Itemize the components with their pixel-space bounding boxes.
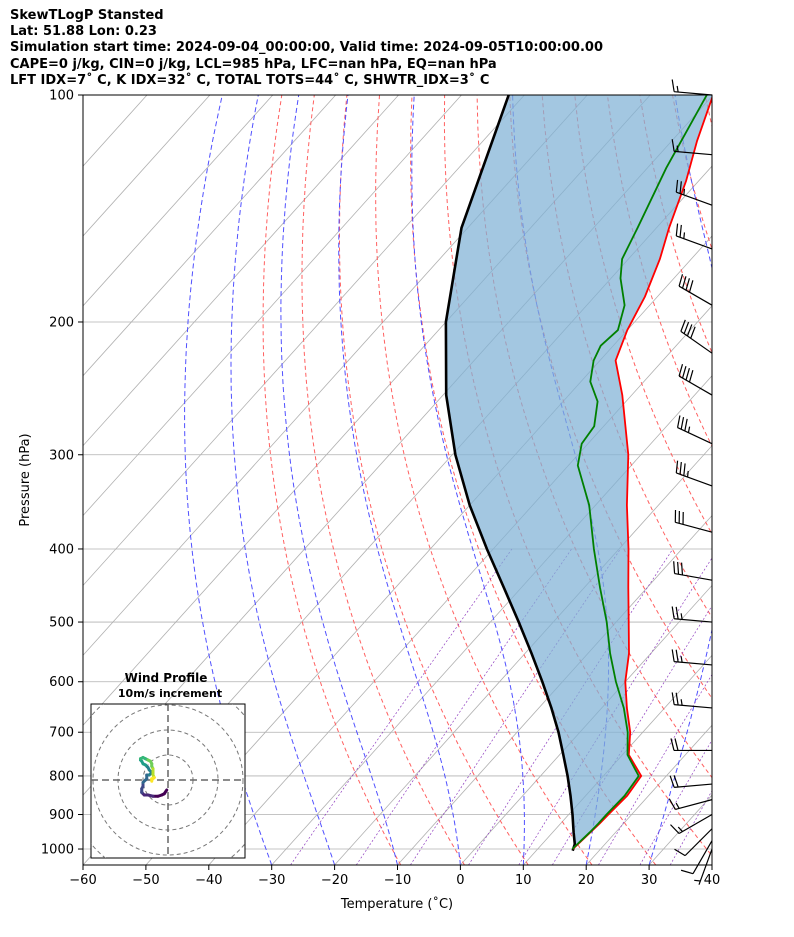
mixing-ratio-line [518, 557, 712, 865]
y-tick-label: 200 [49, 315, 74, 330]
wind-barb [670, 814, 713, 835]
dry-adiabat [410, 95, 657, 865]
y-axis-label: Pressure (hPa) [18, 433, 33, 526]
isotherm-line [83, 95, 462, 517]
isotherm-line [523, 654, 712, 865]
parcel-line [444, 95, 577, 852]
x-axis: −60 −50 −40 −30 −20 −10 0 10 20 30 40 [69, 865, 720, 888]
x-axis-label: Temperature (˚C) [340, 896, 453, 912]
wind-barb [671, 139, 713, 156]
isotherm-line [83, 95, 211, 237]
wind-barb [678, 274, 713, 306]
y-axis: 1000 900 800 700 600 500 400 300 200 100 [41, 89, 83, 858]
mixing-ratio-line [669, 790, 712, 865]
cape-cin-shading [445, 95, 712, 851]
wind-barb [680, 319, 713, 354]
wind-barb [675, 179, 713, 206]
wind-barb [675, 223, 713, 250]
dry-adiabat [770, 95, 794, 865]
y-tick-label: 400 [49, 542, 74, 557]
y-tick-label: 1000 [41, 843, 74, 858]
dry-adiabat [375, 95, 593, 865]
x-tick-label: 20 [578, 873, 595, 888]
isotherm-line [83, 95, 525, 587]
y-tick-label: 500 [49, 616, 74, 631]
dry-adiabat [262, 95, 402, 865]
x-tick-label: −40 [195, 873, 222, 888]
y-tick-label: 700 [49, 726, 74, 741]
wind-barb [675, 460, 713, 487]
wind-barb [671, 692, 713, 709]
moist-adiabat [775, 95, 794, 865]
hodograph-title: Wind Profile [125, 671, 208, 685]
moist-adiabat [230, 95, 336, 865]
y-tick-label: 300 [49, 448, 74, 463]
wind-barb [680, 840, 713, 875]
dry-adiabat [339, 95, 529, 865]
moist-adiabat [280, 95, 398, 865]
wind-barb [668, 798, 713, 811]
y-tick-label: 900 [49, 808, 74, 823]
isotherm-line [334, 445, 712, 865]
wind-barb [670, 738, 712, 752]
x-tick-label: 10 [515, 873, 532, 888]
moist-adiabat [338, 95, 461, 865]
dewpoint-line [571, 95, 708, 850]
moist-adiabat [184, 95, 273, 865]
y-tick-label: 600 [49, 675, 74, 690]
y-tick-label: 100 [49, 89, 74, 104]
title-location: Lat: 51.88 Lon: 0.23 [10, 24, 157, 40]
wind-barb [673, 561, 713, 581]
mixing-ratio-line [598, 673, 712, 865]
x-tick-label: −30 [258, 873, 285, 888]
isotherm-line [397, 514, 712, 865]
x-tick-label: −10 [384, 873, 411, 888]
isotherm-line [83, 95, 274, 307]
x-tick-label: −50 [132, 873, 159, 888]
wind-barb [676, 415, 713, 445]
dry-adiabat [738, 95, 794, 865]
temperature-line [572, 95, 712, 850]
dry-adiabat [704, 95, 712, 129]
isotherm-line [585, 724, 712, 865]
title-convective-params: CAPE=0 j/kg, CIN=0 j/kg, LCL=985 hPa, LF… [10, 56, 497, 72]
title-station: SkewTLogP Stansted [10, 8, 164, 23]
mixing-ratio-line [290, 548, 513, 865]
isotherm-line [83, 95, 399, 447]
moist-adiabat [711, 863, 712, 865]
title-block: SkewTLogP Stansted Lat: 51.88 Lon: 0.23 … [10, 8, 603, 89]
wind-barb [671, 606, 713, 623]
dry-adiabat [672, 95, 712, 251]
wind-barb [674, 828, 713, 857]
moist-adiabat [648, 95, 712, 865]
isotherm-line [711, 864, 712, 865]
title-times: Simulation start time: 2024-09-04_00:00:… [10, 40, 603, 56]
x-tick-label: 30 [641, 873, 658, 888]
wind-barb [671, 79, 713, 96]
hodograph-subtitle: 10m/s increment [118, 687, 222, 700]
title-stability-indices: LFT IDX=7˚ C, K IDX=32˚ C, TOTAL TOTS=44… [10, 72, 490, 88]
y-tick-label: 800 [49, 769, 74, 784]
isotherm-line [83, 95, 336, 377]
dry-adiabat [301, 95, 465, 865]
wind-barb [678, 363, 713, 396]
x-tick-label: 40 [704, 873, 721, 888]
wind-barbs [668, 79, 713, 885]
wind-barb [669, 775, 713, 788]
wind-barb [671, 649, 713, 666]
x-tick-label: −60 [69, 873, 96, 888]
mixing-ratio-line [639, 739, 712, 865]
wind-barb [674, 509, 713, 533]
hodograph-inset: Wind Profile 10m/s increment [90, 671, 246, 859]
wind-barb [694, 848, 713, 885]
x-tick-label: 0 [456, 873, 464, 888]
x-tick-label: −20 [321, 873, 348, 888]
profiles [444, 95, 712, 852]
